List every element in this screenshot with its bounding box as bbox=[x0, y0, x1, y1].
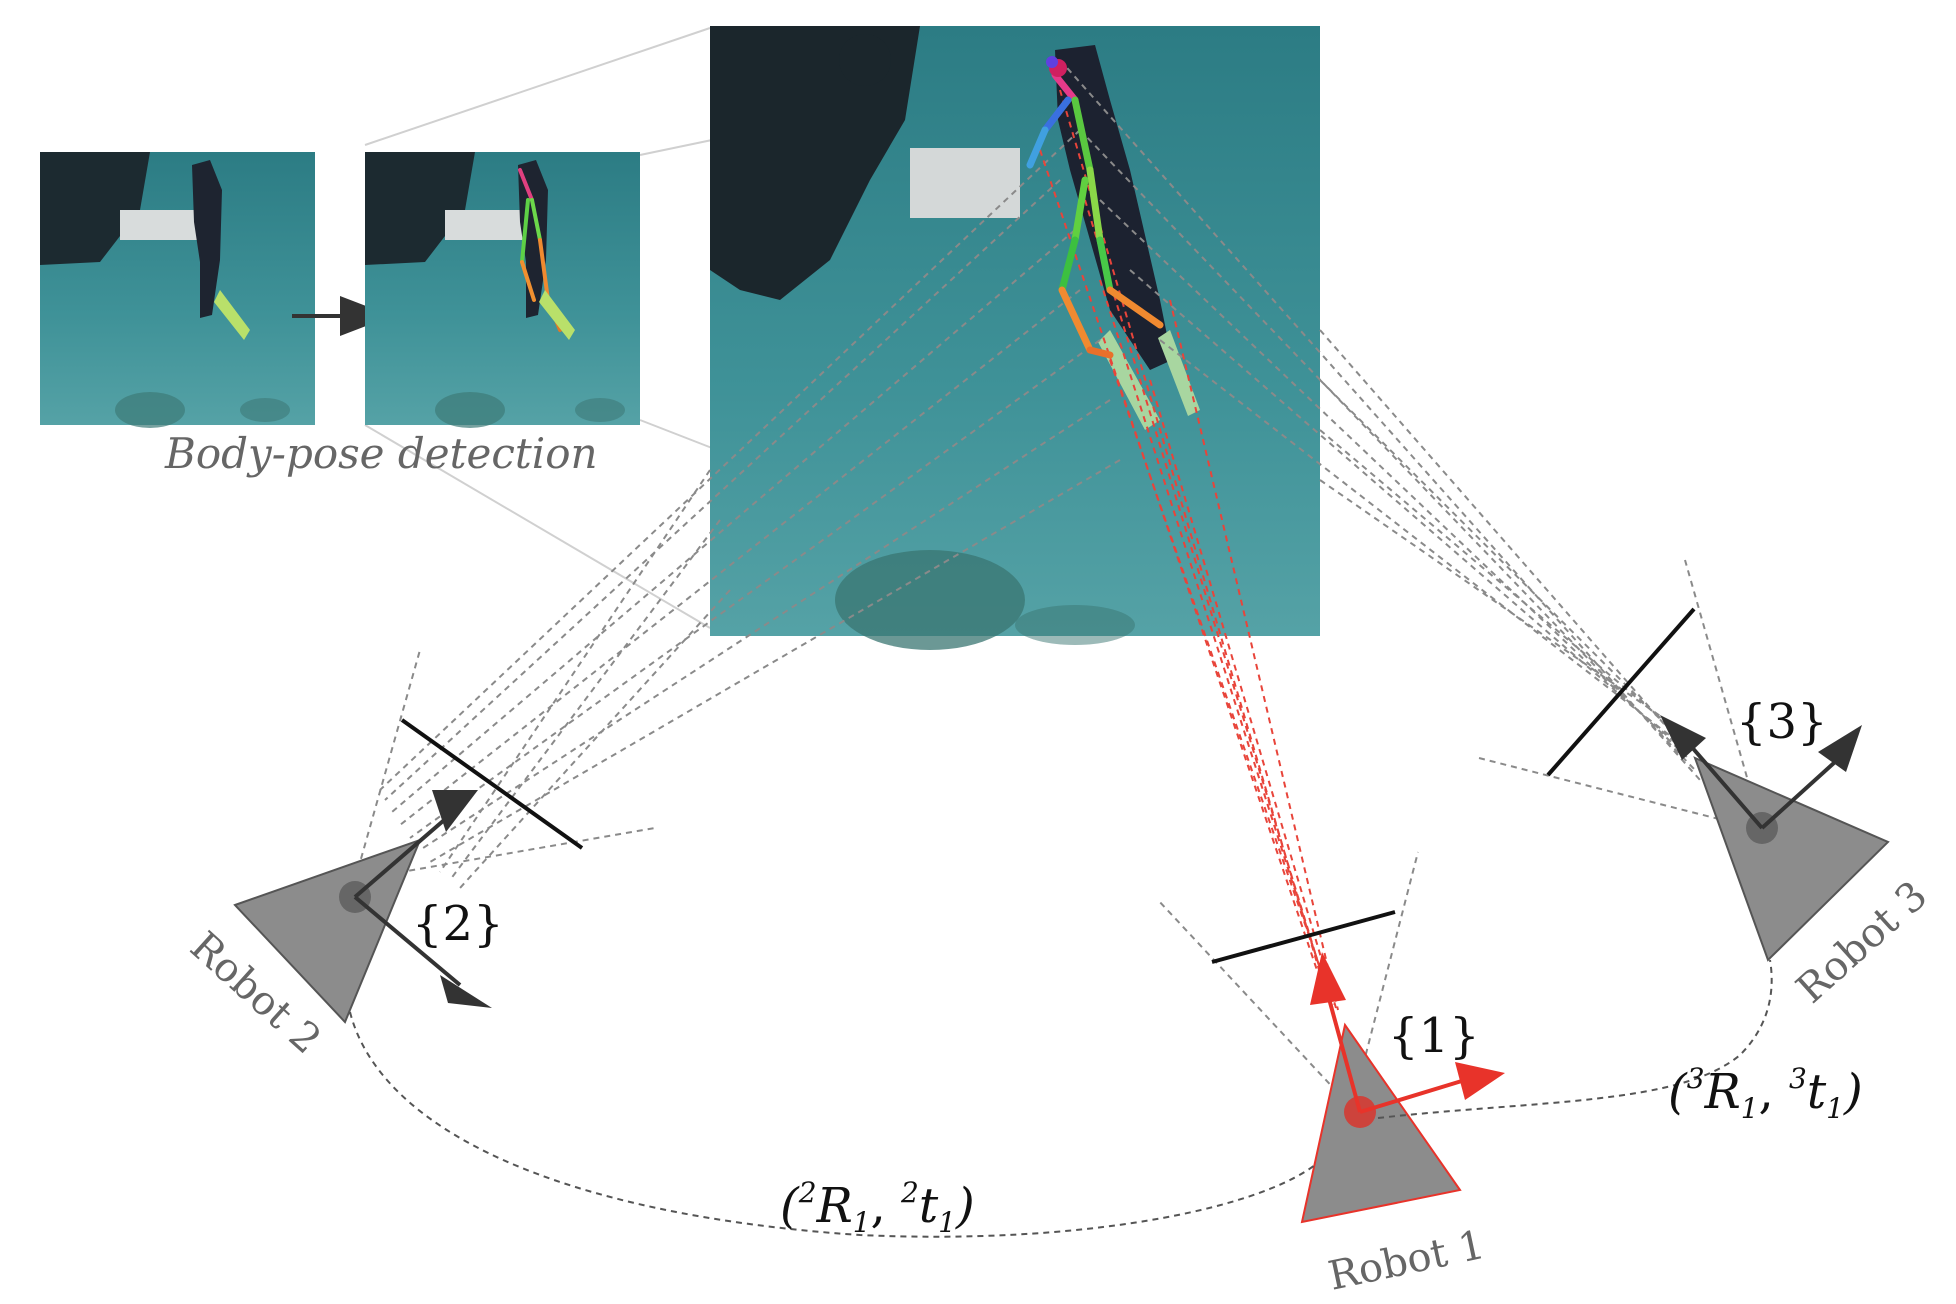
large-pose-image bbox=[710, 26, 1320, 650]
projection-rays-robot-1 bbox=[1039, 89, 1339, 1011]
transform-label-2-1: (2R1, 2t1) bbox=[780, 1176, 975, 1239]
robot-2-fov-left bbox=[354, 649, 421, 881]
arc-robot1-robot3 bbox=[1377, 959, 1773, 1119]
caption-body-pose-detection: Body-pose detection bbox=[164, 429, 598, 478]
transform-label-3-1: (3R1, 3t1) bbox=[1668, 1062, 1863, 1125]
zoom-connector-lines bbox=[364, 27, 713, 629]
robot-1-body bbox=[1300, 1022, 1462, 1224]
relative-pose-arcs bbox=[349, 959, 1773, 1238]
robot-1-fov-left bbox=[1157, 899, 1353, 1109]
thumbnail-pose-image bbox=[365, 152, 640, 428]
robot-2-body bbox=[233, 838, 422, 1024]
pose-skeleton-large bbox=[1026, 56, 1164, 359]
projection-rays-robot-3 bbox=[1059, 59, 1701, 781]
robot-1-image-plane bbox=[1211, 910, 1396, 964]
frame-label-3: {3} bbox=[1736, 694, 1828, 750]
frame-label-2: {2} bbox=[412, 896, 504, 952]
robot-1: {1} Robot 1 bbox=[1157, 851, 1505, 1300]
projection-rays-robot-2 bbox=[379, 129, 1121, 889]
robot-3: {3} Robot 3 bbox=[1474, 559, 1936, 1012]
robot-2-image-plane bbox=[400, 718, 584, 850]
thumbnail-raw-image bbox=[40, 152, 315, 428]
robot-2: {2} Robot 2 bbox=[181, 649, 656, 1063]
robot-3-image-plane bbox=[1546, 607, 1696, 777]
robot-1-label: Robot 1 bbox=[1325, 1222, 1489, 1300]
robot-2-fov-right bbox=[354, 827, 656, 881]
frame-label-1: {1} bbox=[1388, 1008, 1480, 1064]
robot-3-fov-left bbox=[1474, 756, 1763, 831]
